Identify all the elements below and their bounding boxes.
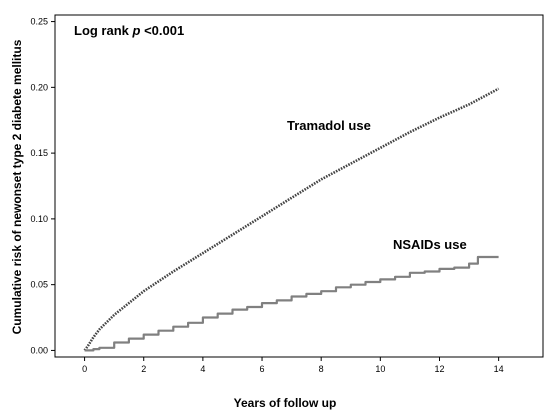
y-tick-label: 0.05 [30, 280, 48, 290]
annotation-p: p [132, 23, 141, 38]
x-tick-label: 12 [434, 364, 444, 374]
x-tick-label: 10 [375, 364, 385, 374]
x-tick-label: 0 [82, 364, 87, 374]
x-axis-title: Years of follow up [234, 396, 337, 410]
series-label-tramadol: Tramadol use [287, 118, 371, 133]
y-tick-label: 0.15 [30, 148, 48, 158]
annotation-prefix: Log rank [74, 23, 133, 38]
x-tick-label: 4 [200, 364, 205, 374]
y-tick-label: 0.10 [30, 214, 48, 224]
y-axis-title: Cumulative risk of newonset type 2 diabe… [10, 39, 24, 334]
x-tick-label: 2 [141, 364, 146, 374]
y-tick-label: 0.20 [30, 82, 48, 92]
series-layer [83, 87, 500, 352]
x-tick-label: 6 [260, 364, 265, 374]
y-tick-label: 0.25 [30, 17, 48, 27]
x-tick-label: 8 [319, 364, 324, 374]
plot-frame [54, 14, 544, 358]
series-line-nsaids [84, 255, 499, 352]
x-axis-ticks: 0 2 4 6 8 10 12 14 [82, 357, 504, 374]
y-tick-label: 0.00 [30, 345, 48, 355]
y-axis-ticks: 0.00 0.05 0.10 0.15 0.20 0.25 [30, 17, 55, 355]
series-line-tramadol [83, 87, 500, 352]
log-rank-annotation: Log rank p <0.001 [74, 23, 184, 38]
series-label-nsaids: NSAIDs use [393, 237, 467, 252]
x-tick-label: 14 [494, 364, 504, 374]
annotation-suffix: <0.001 [140, 23, 184, 38]
